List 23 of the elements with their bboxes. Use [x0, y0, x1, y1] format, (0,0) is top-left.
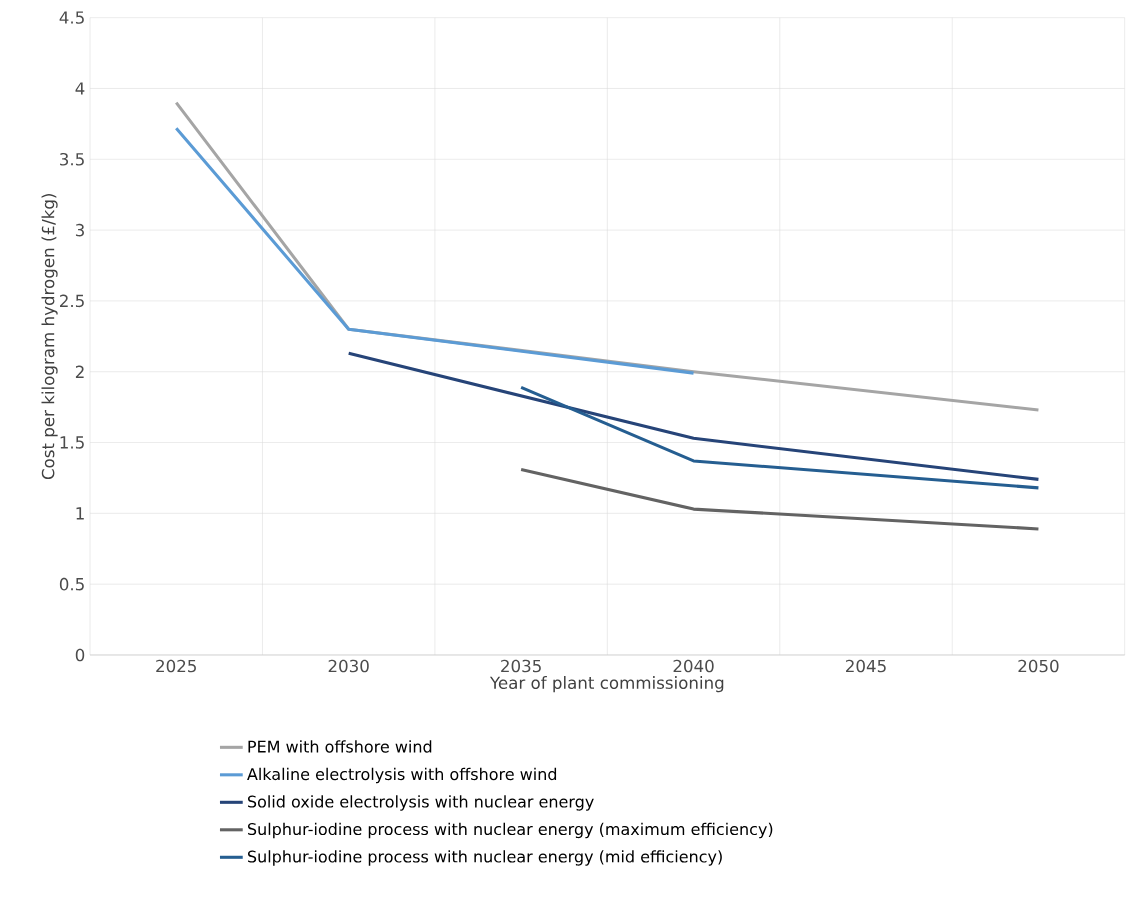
y-axis-title: Cost per kilogram hydrogen (£/kg) — [41, 194, 58, 480]
y-tick-label: 4 — [75, 82, 85, 95]
y-tick-label: 0.5 — [59, 577, 84, 591]
legend-label: Sulphur-iodine process with nuclear energy (mid efficiency) — [247, 850, 722, 866]
x-tick-label: 2040 — [673, 659, 714, 673]
y-tick-label: 3 — [75, 223, 84, 237]
legend-label: Solid oxide electrolysis with nuclear energy — [247, 795, 594, 811]
y-tick-label: 1 — [76, 507, 84, 520]
y-tick-label: 2.5 — [60, 294, 84, 308]
x-tick-label: 2025 — [156, 659, 196, 673]
y-tick-label: 3.5 — [60, 152, 84, 166]
y-tick-label: 1.5 — [60, 436, 84, 449]
x-axis-title: Year of plant commissioning — [489, 676, 724, 693]
x-tick-label: 2035 — [501, 659, 541, 673]
legend-label: Sulphur-iodine process with nuclear energy (maximum efficiency) — [247, 822, 773, 839]
y-tick-label: 0 — [75, 648, 85, 662]
y-tick-label: 2 — [75, 365, 84, 378]
x-tick-label: 2045 — [846, 659, 886, 673]
y-tick-label: 4.5 — [59, 11, 84, 24]
x-tick-label: 2050 — [1018, 659, 1059, 673]
legend-label: PEM with offshore wind — [248, 740, 432, 753]
legend-label: Alkaline electrolysis with offshore wind — [247, 767, 557, 784]
x-tick-label: 2030 — [328, 659, 369, 673]
